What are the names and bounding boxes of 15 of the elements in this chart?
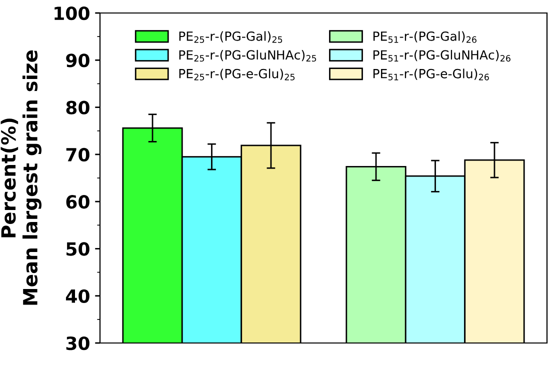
legend-label: PE$_{25}$-r-(PG-e-Glu)$_{25}$	[179, 68, 295, 80]
y-tick-label: 100	[54, 6, 90, 20]
legend-label: PE$_{51}$-r-(PG-GluNHAc)$_{26}$	[373, 50, 510, 62]
y-tick-label: 60	[66, 195, 90, 209]
legend-label: PE$_{25}$-r-(PG-GluNHAc)$_{25}$	[179, 50, 316, 62]
y-tick-label: 80	[66, 100, 90, 114]
y-tick-label: 70	[66, 148, 90, 162]
y-tick-label: 90	[66, 54, 90, 68]
legend-label: PE$_{25}$-r-(PG-Gal)$_{25}$	[179, 31, 282, 43]
y-tick-label: 40	[66, 289, 90, 303]
legend-label: PE$_{51}$-r-(PG-Gal)$_{26}$	[373, 31, 476, 43]
legend-label: PE$_{51}$-r-(PG-e-Glu)$_{26}$	[373, 68, 489, 80]
y-tick-label: 30	[66, 336, 90, 350]
y-axis-title: Percent(%) Mean largest grain size	[0, 50, 42, 305]
y-tick-label: 50	[66, 242, 90, 256]
